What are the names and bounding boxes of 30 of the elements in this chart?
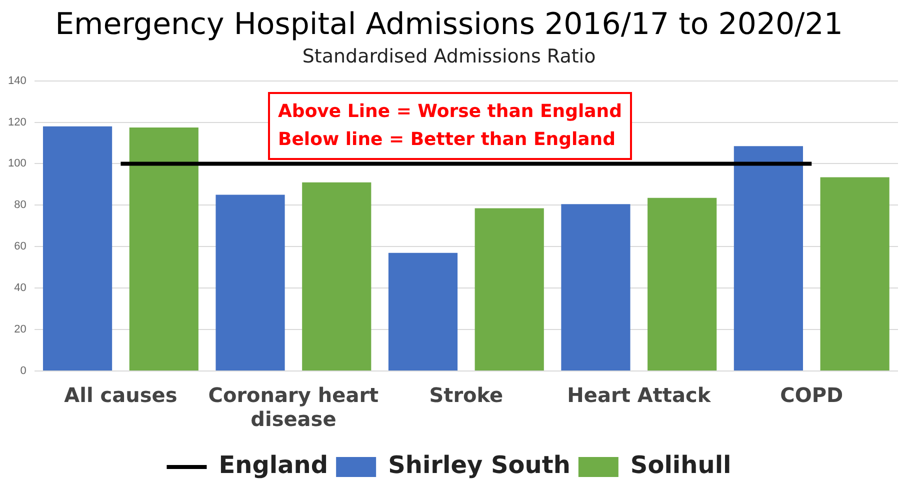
y-tick-label: 40 [14,282,26,294]
annotation: Below line = Better than England [278,128,616,152]
y-tick-label: 140 [8,74,26,87]
bar [561,204,630,370]
legend-label: Solihull [630,451,732,480]
x-tick-label: Heart Attack [567,383,712,408]
chart-subtitle: Standardised Admissions Ratio [302,45,596,68]
x-tick-label: All causes [64,383,178,408]
y-tick-label: 60 [14,240,26,253]
bar [734,146,803,370]
bar [648,198,717,370]
bar [42,126,112,370]
chart-title: Emergency Hospital Admissions 2016/17 to 2020/21 [55,6,843,42]
legend-label: England [218,451,328,480]
bar [820,177,890,370]
bar [216,194,285,370]
y-tick-label: 80 [14,199,26,212]
x-tick-label: Coronary heart disease [208,383,380,432]
bar [129,127,198,370]
y-tick-label: 120 [8,116,26,128]
x-tick-label: Stroke [429,383,504,408]
bar [388,252,458,370]
x-tick-label: COPD [780,383,844,408]
annotation: Above Line = Worse than England [278,100,622,124]
y-tick-label: 20 [14,324,26,336]
y-tick-label: 0 [20,365,26,378]
bar [302,182,372,370]
legend-label: Shirley South [388,451,570,480]
y-tick-label: 100 [8,158,26,170]
bar [474,208,544,370]
